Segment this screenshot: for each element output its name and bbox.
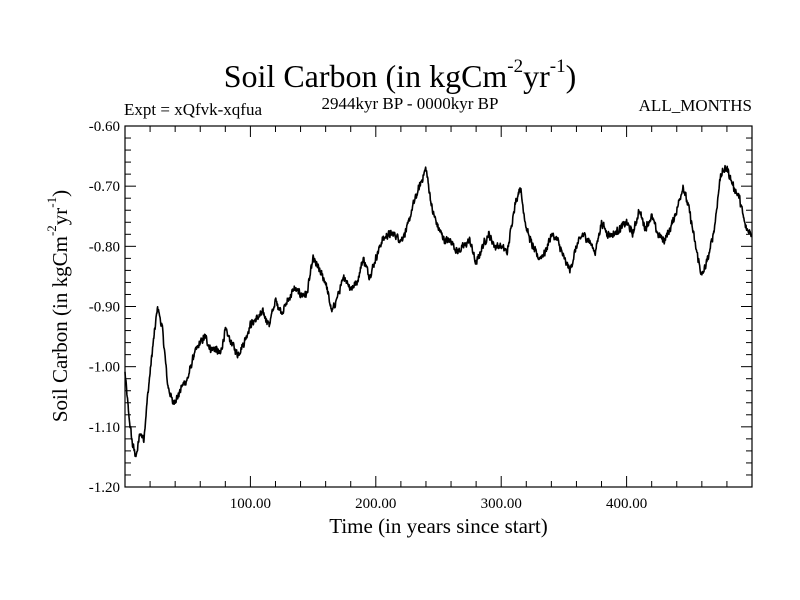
- y-tick-label: -1.00: [89, 360, 120, 376]
- x-tick-label: 400.00: [606, 496, 647, 512]
- experiment-label: Expt = xQfvk-xqfua: [124, 100, 263, 119]
- y-tick-label: -1.20: [89, 480, 120, 496]
- x-tick-label: 100.00: [230, 496, 271, 512]
- y-tick-label: -0.90: [89, 300, 120, 316]
- y-tick-label: -1.10: [89, 420, 120, 436]
- plot-frame: [124, 125, 753, 488]
- months-label: ALL_MONTHS: [638, 96, 752, 115]
- y-tick-label: -0.80: [89, 239, 120, 255]
- y-tick-label: -0.70: [89, 179, 120, 195]
- y-axis-label: Soil Carbon (in kgCm-2yr-1): [44, 189, 72, 423]
- x-axis-label: Time (in years since start): [329, 514, 548, 538]
- y-tick-label: -0.60: [89, 119, 120, 135]
- series-line: [124, 164, 753, 458]
- x-tick-label: 200.00: [355, 496, 396, 512]
- period-label: 2944kyr BP - 0000kyr BP: [321, 94, 499, 113]
- x-tick-label: 300.00: [481, 496, 522, 512]
- chart-title: Soil Carbon (in kgCm-2yr-1): [223, 56, 577, 94]
